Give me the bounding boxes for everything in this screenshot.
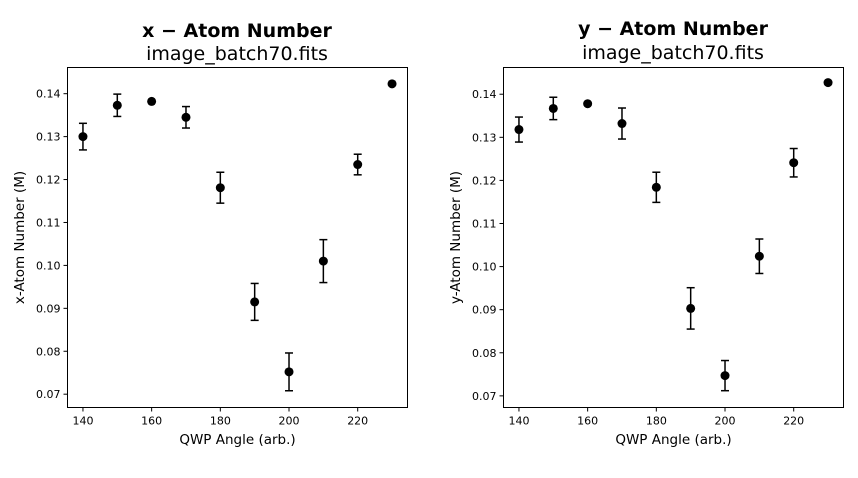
data-point <box>112 100 122 110</box>
y-tick-label: 0.07 <box>472 390 497 403</box>
y-tick-label: 0.11 <box>472 217 497 230</box>
y-tick-label: 0.11 <box>36 216 61 229</box>
data-point <box>651 182 661 192</box>
y-tick-label: 0.08 <box>472 347 497 360</box>
data-point <box>78 132 88 142</box>
chart-title: x − Atom Number <box>142 20 332 42</box>
y-tick-label: 0.10 <box>472 261 497 274</box>
x-axis-label: QWP Angle (arb.) <box>615 432 731 448</box>
chart-y-atom-number: y − Atom Number image_batch70.fits 140 16… <box>448 18 844 448</box>
x-tick-label: 160 <box>577 415 598 428</box>
data-point <box>250 297 260 307</box>
data-point <box>789 158 799 168</box>
plot-frame <box>503 67 844 408</box>
data-points <box>78 79 397 392</box>
data-point <box>514 125 524 135</box>
axis-ticks: 140 160 180 200 220 0.07 0.08 0.09 0.10 0.11 0.12 0… <box>36 88 368 428</box>
data-point <box>823 78 833 88</box>
data-point <box>720 371 730 381</box>
chart-title: y − Atom Number <box>578 18 769 40</box>
y-axis-label: y-Atom Number (M) <box>448 171 464 304</box>
y-axis-label: x-Atom Number (M) <box>12 171 28 304</box>
x-tick-label: 180 <box>210 415 231 428</box>
y-tick-label: 0.09 <box>472 304 497 317</box>
data-point <box>284 367 294 377</box>
x-tick-label: 160 <box>141 415 162 428</box>
data-point <box>617 119 627 129</box>
x-tick-label: 200 <box>715 415 736 428</box>
data-point <box>548 103 558 113</box>
x-tick-label: 180 <box>646 415 667 428</box>
data-point <box>754 251 764 261</box>
data-point <box>215 183 225 193</box>
y-tick-label: 0.14 <box>472 88 497 101</box>
y-tick-label: 0.12 <box>36 174 61 187</box>
x-tick-label: 220 <box>347 415 368 428</box>
x-tick-label: 140 <box>508 415 529 428</box>
y-tick-label: 0.13 <box>472 131 497 144</box>
y-tick-label: 0.09 <box>36 302 61 315</box>
x-tick-label: 220 <box>783 415 804 428</box>
data-point <box>583 99 593 109</box>
data-points <box>514 78 833 392</box>
data-point <box>181 112 191 122</box>
data-point <box>387 79 397 89</box>
y-tick-label: 0.07 <box>36 388 61 401</box>
x-axis-label: QWP Angle (arb.) <box>179 432 295 448</box>
x-tick-label: 200 <box>279 415 300 428</box>
y-tick-label: 0.13 <box>36 131 61 144</box>
y-tick-label: 0.08 <box>36 345 61 358</box>
chart-subtitle: image_batch70.fits <box>582 42 764 64</box>
data-point <box>147 96 157 106</box>
y-tick-label: 0.14 <box>36 88 61 101</box>
chart-subtitle: image_batch70.fits <box>146 43 328 65</box>
data-point <box>353 160 363 170</box>
y-tick-label: 0.12 <box>472 174 497 187</box>
data-point <box>686 303 696 313</box>
plot-frame <box>67 67 408 408</box>
data-point <box>318 256 328 266</box>
chart-x-atom-number: x − Atom Number image_batch70.fits 140 16… <box>12 20 408 448</box>
y-tick-label: 0.10 <box>36 259 61 272</box>
x-tick-label: 140 <box>72 415 93 428</box>
axis-ticks: 140 160 180 200 220 0.07 0.08 0.09 0.10 0.11 0.12 0… <box>472 88 804 427</box>
